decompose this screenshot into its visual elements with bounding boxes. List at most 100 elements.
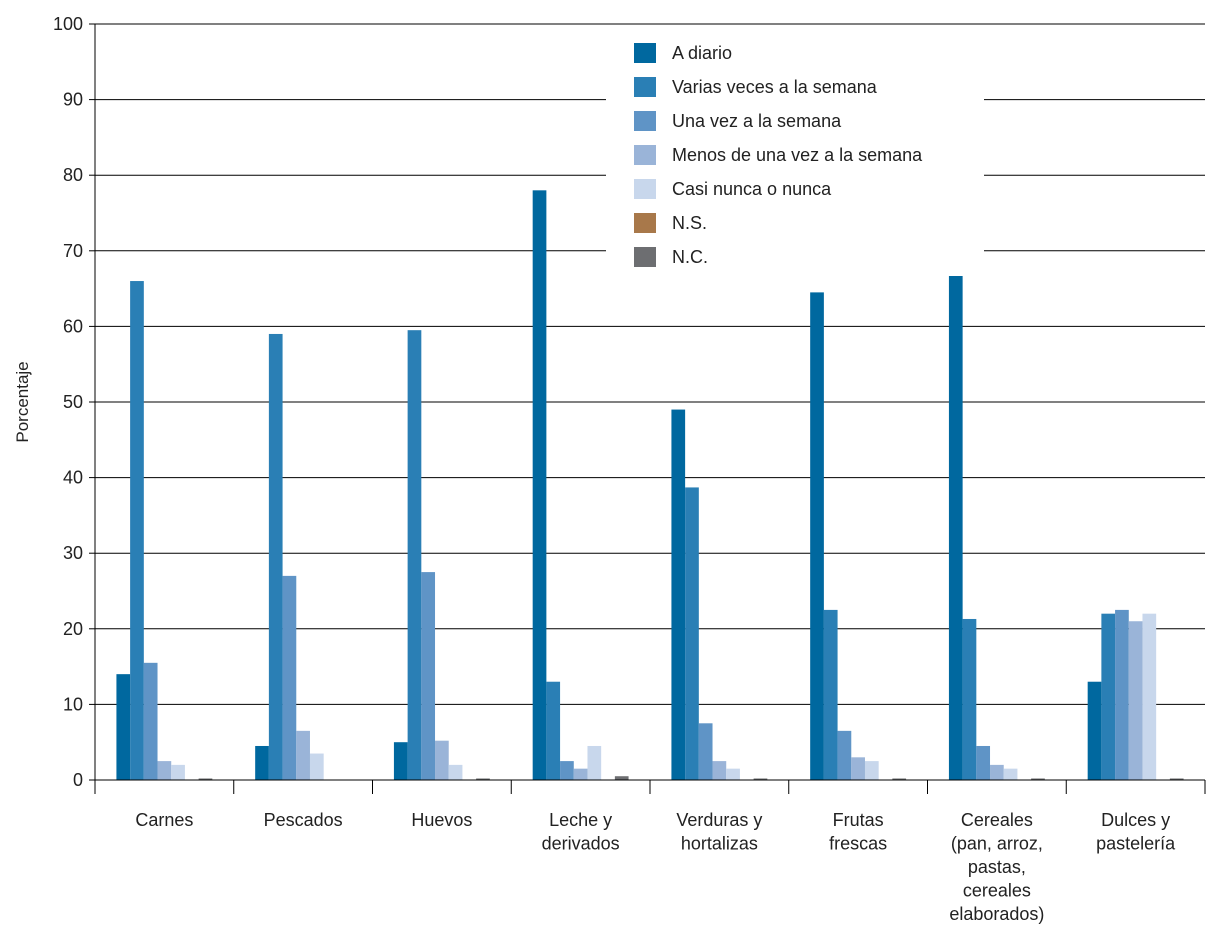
x-tick-label: Leche y derivados bbox=[542, 810, 620, 854]
legend-label: Varias veces a la semana bbox=[672, 77, 878, 97]
bar bbox=[268, 333, 283, 780]
bar bbox=[990, 764, 1004, 780]
y-tick-label: 70 bbox=[63, 241, 83, 261]
bar bbox=[726, 768, 740, 780]
bars bbox=[116, 190, 1184, 781]
bar bbox=[546, 681, 561, 780]
bar bbox=[143, 662, 158, 780]
bar bbox=[407, 330, 422, 780]
y-tick-label: 80 bbox=[63, 165, 83, 185]
axes: 0 10 20 30 40 50 60 70 80 90 100 Carnes Pescados Huev… bbox=[53, 14, 1206, 924]
legend-label: Menos de una vez a la semana bbox=[672, 145, 923, 165]
bar bbox=[1031, 778, 1045, 780]
bar bbox=[448, 764, 463, 780]
x-tick-label-line: Verduras y bbox=[676, 810, 762, 830]
x-tick-label-line: hortalizas bbox=[681, 834, 758, 854]
bar bbox=[282, 575, 297, 780]
legend-swatch bbox=[634, 213, 656, 233]
x-tick-label-line: Pescados bbox=[264, 810, 343, 830]
bar bbox=[976, 745, 991, 780]
x-tick-label-line: Frutas bbox=[833, 810, 884, 830]
y-tick-label: 40 bbox=[63, 468, 83, 488]
x-tick-label: Frutas frescas bbox=[829, 810, 887, 854]
x-tick-label: Verduras y hortalizas bbox=[676, 810, 762, 854]
bar bbox=[560, 761, 574, 780]
bar bbox=[1087, 681, 1102, 780]
bar bbox=[255, 745, 269, 780]
legend-swatch bbox=[634, 111, 656, 131]
y-tick-label: 50 bbox=[63, 392, 83, 412]
legend-swatch bbox=[634, 145, 656, 165]
x-tick-label-line: frescas bbox=[829, 834, 887, 854]
bar bbox=[296, 730, 310, 780]
bar bbox=[823, 609, 838, 780]
x-tick-label-line: (pan, arroz, bbox=[951, 834, 1043, 854]
x-tick-label: Cereales (pan, arroz, pastas, cereales elabo… bbox=[949, 810, 1044, 924]
bar bbox=[157, 761, 172, 780]
bar bbox=[393, 742, 408, 780]
y-tick-label: 20 bbox=[63, 619, 83, 639]
bar bbox=[1101, 613, 1116, 780]
x-tick-label-line: Dulces y bbox=[1101, 810, 1170, 830]
bar bbox=[837, 730, 852, 780]
y-tick-label: 30 bbox=[63, 543, 83, 563]
legend-swatch bbox=[634, 77, 656, 97]
bar bbox=[851, 757, 865, 780]
x-tick-label-line: Carnes bbox=[135, 810, 193, 830]
bar bbox=[198, 778, 213, 780]
bar bbox=[116, 674, 131, 780]
legend-swatch bbox=[634, 179, 656, 199]
bar bbox=[476, 778, 490, 780]
bar bbox=[573, 768, 588, 780]
x-tick-label-line: Huevos bbox=[411, 810, 472, 830]
bar bbox=[171, 764, 185, 780]
bar bbox=[1115, 609, 1129, 780]
bar bbox=[532, 190, 547, 780]
bar bbox=[587, 745, 602, 780]
x-tick-label: Huevos bbox=[411, 810, 472, 830]
legend-label: N.S. bbox=[672, 213, 707, 233]
bar bbox=[962, 618, 977, 780]
bar bbox=[1003, 768, 1018, 780]
bar bbox=[1169, 778, 1184, 780]
bar bbox=[685, 487, 699, 780]
legend-label: A diario bbox=[672, 43, 732, 63]
x-tick-label: Pescados bbox=[264, 810, 343, 830]
y-tick-label: 10 bbox=[63, 694, 83, 714]
bar bbox=[671, 409, 686, 780]
legend-swatch bbox=[634, 43, 656, 63]
x-tick-label-line: pastas, bbox=[968, 857, 1026, 877]
x-tick-label-line: cereales bbox=[963, 881, 1031, 901]
x-tick-label-line: pastelería bbox=[1096, 834, 1176, 854]
x-tick-label: Dulces y pastelería bbox=[1096, 810, 1176, 854]
x-tick-label-line: Cereales bbox=[961, 810, 1033, 830]
bar bbox=[864, 761, 879, 780]
y-tick-label: 90 bbox=[63, 90, 83, 110]
bar bbox=[753, 778, 768, 780]
bar bbox=[892, 778, 907, 780]
y-tick-label: 60 bbox=[63, 316, 83, 336]
legend-background bbox=[606, 34, 984, 276]
x-tick-label-line: Leche y bbox=[549, 810, 612, 830]
bar bbox=[948, 248, 963, 781]
bar bbox=[130, 281, 144, 780]
x-tick-label-line: derivados bbox=[542, 834, 620, 854]
legend: A diario Varias veces a la semana Una vez … bbox=[606, 34, 984, 276]
bar bbox=[435, 740, 449, 780]
x-tick-label-line: elaborados) bbox=[949, 904, 1044, 924]
bar bbox=[810, 292, 824, 780]
y-axis-label: Porcentaje bbox=[13, 361, 32, 442]
legend-swatch bbox=[634, 247, 656, 267]
bar bbox=[1142, 613, 1157, 780]
bar bbox=[421, 572, 436, 780]
bar bbox=[614, 776, 629, 780]
y-tick-label: 0 bbox=[73, 770, 83, 790]
bar bbox=[698, 723, 713, 780]
legend-label: Casi nunca o nunca bbox=[672, 179, 832, 199]
x-tick-label: Carnes bbox=[135, 810, 193, 830]
bar bbox=[712, 761, 727, 780]
bar bbox=[1128, 621, 1143, 780]
legend-label: Una vez a la semana bbox=[672, 111, 842, 131]
y-tick-label: 100 bbox=[53, 14, 83, 34]
